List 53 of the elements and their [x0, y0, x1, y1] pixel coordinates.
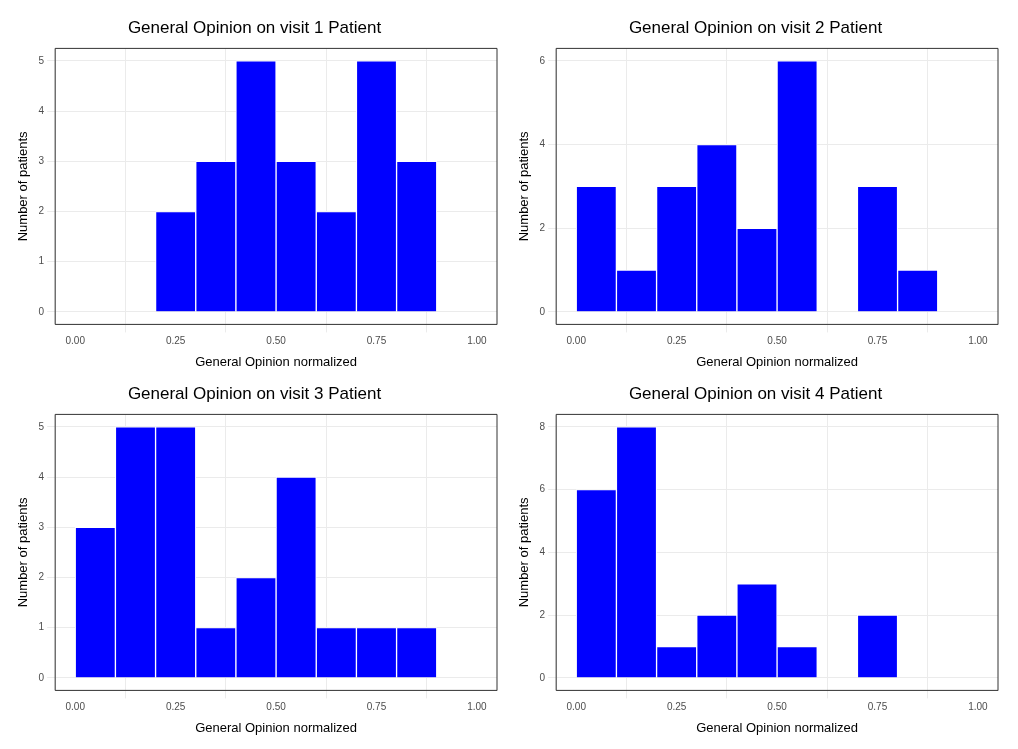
y-tick-label: 2 [38, 571, 45, 583]
y-tick-label: 0 [38, 305, 45, 317]
x-tick-label: 0.75 [867, 701, 888, 713]
y-tick-label: 3 [38, 155, 45, 167]
x-tick-label: 0.00 [65, 701, 86, 713]
y-tick-label: 6 [539, 54, 546, 66]
x-axis-title: General Opinion normalized [195, 719, 358, 735]
x-tick-label: 1.00 [968, 701, 989, 713]
x-tick-label: 0.25 [666, 701, 687, 713]
x-axis-title: General Opinion normalized [696, 353, 859, 369]
x-tick-label: 0.75 [366, 335, 387, 347]
y-tick-label: 1 [38, 255, 45, 267]
x-tick-label: 0.00 [65, 335, 86, 347]
y-tick-label: 0 [539, 305, 546, 317]
y-axis-title: Number of patients [15, 130, 31, 242]
y-tick-label: 5 [38, 420, 45, 432]
y-tick-label: 0 [539, 671, 546, 683]
y-tick-label: 4 [539, 138, 546, 150]
y-tick-label: 4 [38, 104, 45, 116]
chart-title: General Opinion on visit 1 Patient [127, 17, 382, 37]
x-tick-label: 1.00 [467, 335, 488, 347]
y-tick-label: 0 [38, 671, 45, 683]
y-axis-title: Number of patients [15, 496, 31, 608]
x-axis-title: General Opinion normalized [696, 719, 859, 735]
y-tick-label: 6 [539, 483, 546, 495]
x-tick-label: 0.75 [366, 701, 387, 713]
y-tick-label: 5 [38, 54, 45, 66]
y-axis-title: Number of patients [516, 496, 532, 608]
x-tick-label: 0.25 [165, 335, 186, 347]
y-tick-label: 8 [539, 420, 546, 432]
y-tick-label: 2 [38, 205, 45, 217]
chart-title: General Opinion on visit 2 Patient [628, 17, 883, 37]
x-tick-label: 0.00 [566, 335, 587, 347]
x-tick-label: 0.75 [867, 335, 888, 347]
chart-title: General Opinion on visit 3 Patient [127, 383, 382, 403]
x-tick-label: 1.00 [467, 701, 488, 713]
y-tick-label: 2 [539, 221, 546, 233]
x-tick-label: 0.00 [566, 701, 587, 713]
y-axis-title: Number of patients [516, 130, 532, 242]
x-tick-label: 0.50 [767, 335, 788, 347]
x-tick-label: 1.00 [968, 335, 989, 347]
x-tick-label: 0.50 [266, 335, 287, 347]
x-tick-label: 0.25 [666, 335, 687, 347]
y-tick-label: 4 [539, 546, 546, 558]
y-tick-label: 2 [539, 608, 546, 620]
chart-title: General Opinion on visit 4 Patient [628, 383, 883, 403]
y-tick-label: 3 [38, 521, 45, 533]
x-tick-label: 0.50 [767, 701, 788, 713]
x-axis-title: General Opinion normalized [195, 353, 358, 369]
x-tick-label: 0.50 [266, 701, 287, 713]
x-tick-label: 0.25 [165, 701, 186, 713]
y-tick-label: 4 [38, 470, 45, 482]
y-tick-label: 1 [38, 621, 45, 633]
